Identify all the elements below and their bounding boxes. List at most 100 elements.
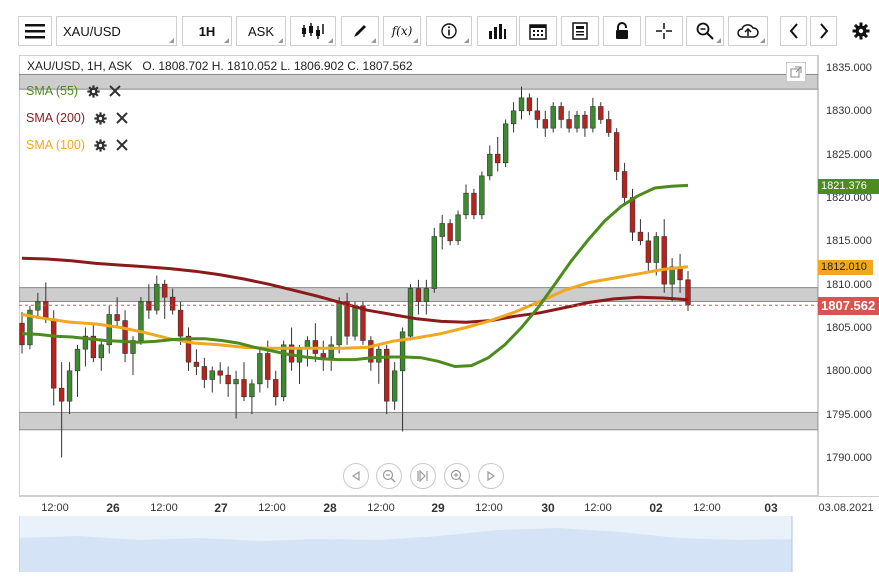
chart-type-button[interactable] xyxy=(290,16,336,46)
candle-body xyxy=(51,318,57,389)
price-side-selector[interactable]: ASK xyxy=(236,16,286,46)
candle-body xyxy=(566,119,572,129)
reset-view-button[interactable] xyxy=(410,463,436,489)
price-tick: 1820.000 xyxy=(826,192,872,204)
zoom-out-button[interactable] xyxy=(376,463,402,489)
candle-body xyxy=(344,301,350,337)
price-tick: 1815.000 xyxy=(826,235,872,247)
candle-body xyxy=(368,340,374,363)
chevron-right-icon xyxy=(819,23,828,39)
close-icon[interactable] xyxy=(115,111,129,125)
candle-body xyxy=(606,119,612,133)
candle-body xyxy=(328,344,334,359)
symbol-label: XAU/USD xyxy=(63,24,121,39)
candle-body xyxy=(637,231,644,242)
sma-100-line xyxy=(21,265,689,350)
candle-body xyxy=(249,383,255,398)
candle-body xyxy=(407,288,414,337)
ohlc-header: XAU/USD, 1H, ASK O. 1808.702 H. 1810.052… xyxy=(27,59,413,73)
candle-body xyxy=(621,171,628,198)
zoom-button[interactable] xyxy=(686,16,724,46)
close-icon[interactable] xyxy=(115,138,129,152)
menu-icon xyxy=(25,24,45,39)
candle-body xyxy=(66,370,73,402)
candle-body xyxy=(320,353,326,359)
candle-body xyxy=(265,353,271,380)
candle-body xyxy=(629,197,636,233)
volume-bars-icon xyxy=(489,24,506,39)
settings-button[interactable] xyxy=(846,16,876,46)
time-tick: 12:00 xyxy=(475,502,503,514)
candle-body xyxy=(471,192,477,216)
candle-body xyxy=(645,240,652,263)
menu-button[interactable] xyxy=(18,16,52,46)
candle-body xyxy=(360,305,366,341)
crosshair-button[interactable] xyxy=(645,16,683,46)
candle-body xyxy=(550,106,556,129)
candle-body xyxy=(510,110,517,125)
gear-icon[interactable] xyxy=(86,84,100,98)
expand-chart-button[interactable] xyxy=(786,62,806,82)
candle-body xyxy=(455,214,461,242)
candle-body xyxy=(376,348,382,363)
info-button[interactable] xyxy=(426,16,472,46)
candle-body xyxy=(146,301,152,311)
legend-label: SMA (100) xyxy=(26,138,86,152)
scroll-left-button[interactable] xyxy=(780,16,807,46)
time-tick: 12:00 xyxy=(258,502,286,514)
legend-sma-200: SMA (200) xyxy=(26,111,129,125)
cloud-upload-icon xyxy=(737,24,759,38)
candle-body xyxy=(225,374,231,385)
candle-body xyxy=(257,353,263,385)
candle-body xyxy=(35,301,41,311)
symbol-selector[interactable]: XAU/USD xyxy=(56,16,177,46)
legend-label: SMA (55) xyxy=(26,84,79,98)
upload-button[interactable] xyxy=(728,16,768,46)
reset-view-icon xyxy=(417,470,428,482)
time-tick: 26 xyxy=(106,501,120,515)
time-tick: 28 xyxy=(323,501,337,515)
news-icon xyxy=(572,22,588,40)
candle-body xyxy=(495,153,501,164)
indicators-button[interactable]: f(x) xyxy=(383,16,421,46)
candle-body xyxy=(502,123,509,164)
candle-body xyxy=(27,309,33,346)
calendar-button[interactable] xyxy=(519,16,557,46)
time-tick: 12:00 xyxy=(584,502,612,514)
candle-body xyxy=(154,283,160,311)
timeframe-selector[interactable]: 1H xyxy=(182,16,232,46)
pan-left-button[interactable] xyxy=(343,463,369,489)
zoom-in-icon xyxy=(450,469,464,483)
time-tick: 12:00 xyxy=(693,502,721,514)
price-axis-border xyxy=(818,55,819,496)
scroll-right-button[interactable] xyxy=(810,16,837,46)
gear-icon[interactable] xyxy=(93,111,107,125)
candle-body xyxy=(74,348,81,372)
candle-body xyxy=(43,301,49,320)
pan-right-button[interactable] xyxy=(478,463,504,489)
price-tick: 1810.000 xyxy=(826,279,872,291)
lock-button[interactable] xyxy=(603,16,641,46)
navigator-strip[interactable] xyxy=(18,516,879,572)
zoom-in-button[interactable] xyxy=(444,463,470,489)
candle-body xyxy=(122,320,128,354)
zoom-out-icon xyxy=(382,469,396,483)
candle-body xyxy=(487,153,493,177)
close-icon[interactable] xyxy=(108,84,122,98)
gear-icon[interactable] xyxy=(93,138,107,152)
toolbar: XAU/USD 1H ASK f(x) xyxy=(0,0,879,48)
price-tick: 1795.000 xyxy=(826,409,872,421)
time-tick: 12:00 xyxy=(367,502,395,514)
news-button[interactable] xyxy=(561,16,599,46)
candle-body xyxy=(162,283,168,298)
candle-body xyxy=(98,344,104,359)
candle-body xyxy=(399,331,406,372)
crosshair-icon xyxy=(656,23,672,39)
draw-tools-button[interactable] xyxy=(341,16,379,46)
candle-body xyxy=(423,288,430,302)
candle-body xyxy=(185,335,192,363)
candle-body xyxy=(558,106,564,120)
volume-button[interactable] xyxy=(477,16,517,46)
sma-100-price-badge: 1812.010 xyxy=(818,260,873,275)
